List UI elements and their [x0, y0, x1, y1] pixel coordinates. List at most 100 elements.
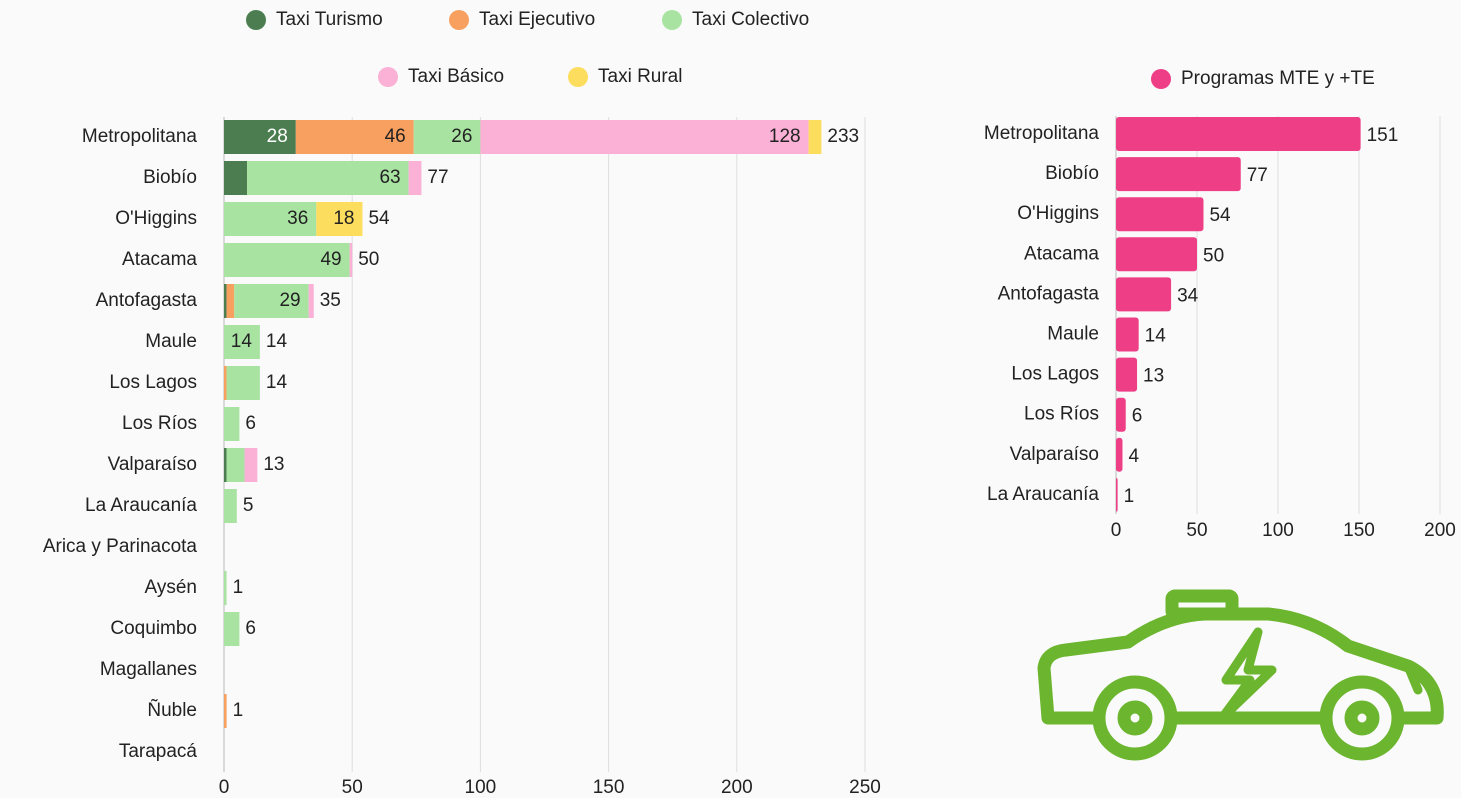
- x-tick-label: 150: [1343, 520, 1375, 541]
- bar-segment: [224, 448, 227, 482]
- legend-label: Taxi Colectivo: [692, 9, 809, 30]
- legend-label: Taxi Turismo: [276, 9, 383, 30]
- bar: [1116, 318, 1139, 352]
- total-label: 50: [358, 249, 379, 270]
- x-tick-label: 250: [849, 777, 881, 798]
- bar-segment: [245, 448, 258, 482]
- total-label: 13: [263, 454, 284, 475]
- legend-marker: [662, 10, 682, 30]
- segment-label: 49: [320, 249, 341, 270]
- total-label: 77: [427, 167, 448, 188]
- legend-marker: [568, 67, 588, 87]
- bar-segment: [227, 284, 235, 318]
- total-label: 14: [266, 372, 288, 393]
- value-label: 77: [1247, 165, 1268, 186]
- dashboard: 050100150200250Taxi TurismoTaxi Ejecutiv…: [0, 0, 1461, 798]
- y-tick-label: Antofagasta: [96, 290, 198, 311]
- total-label: 233: [827, 126, 859, 147]
- y-tick-label: Los Ríos: [1024, 404, 1099, 425]
- bar-segment: [809, 120, 822, 154]
- y-tick-label: Biobío: [143, 167, 197, 188]
- y-tick-label: Los Lagos: [109, 372, 197, 393]
- y-tick-label: La Araucanía: [987, 484, 1099, 505]
- x-tick-label: 0: [1111, 520, 1122, 541]
- total-label: 1: [233, 577, 244, 598]
- legend-label: Taxi Rural: [598, 66, 682, 87]
- total-label: 6: [245, 618, 256, 639]
- value-label: 1: [1124, 486, 1135, 507]
- segment-label: 29: [279, 290, 300, 311]
- bar: [1116, 438, 1122, 472]
- y-tick-label: O'Higgins: [1017, 203, 1099, 224]
- total-label: 1: [233, 700, 244, 721]
- segment-label: 14: [231, 331, 253, 352]
- y-tick-label: Ñuble: [147, 699, 197, 721]
- segment-label: 128: [769, 126, 801, 147]
- x-tick-label: 100: [465, 777, 497, 798]
- x-tick-label: 0: [219, 777, 230, 798]
- legend-label: Taxi Ejecutivo: [479, 9, 595, 30]
- legend-marker: [378, 67, 398, 87]
- bar-segment: [227, 366, 260, 400]
- value-label: 13: [1143, 366, 1164, 387]
- y-tick-label: Metropolitana: [82, 126, 198, 147]
- y-tick-label: Coquimbo: [110, 618, 197, 639]
- x-tick-label: 200: [1424, 520, 1456, 541]
- bar-segment: [224, 366, 227, 400]
- bar-segment: [224, 571, 227, 605]
- bar: [1116, 277, 1171, 311]
- value-label: 34: [1177, 285, 1199, 306]
- legend-marker: [449, 10, 469, 30]
- value-label: 14: [1145, 326, 1167, 347]
- bar-segment: [224, 161, 247, 195]
- y-tick-label: Valparaíso: [108, 454, 197, 475]
- y-tick-label: Metropolitana: [984, 123, 1100, 144]
- y-tick-label: Atacama: [1024, 243, 1099, 264]
- y-tick-label: Maule: [145, 331, 197, 352]
- x-tick-label: 100: [1262, 520, 1294, 541]
- segment-label: 36: [287, 208, 308, 229]
- bar-segment: [224, 694, 227, 728]
- bar-segment: [227, 448, 245, 482]
- y-tick-label: Biobío: [1045, 163, 1099, 184]
- y-tick-label: Atacama: [122, 249, 197, 270]
- legend-marker: [1151, 69, 1171, 89]
- bar: [1116, 478, 1118, 512]
- bar: [1116, 197, 1203, 231]
- value-label: 54: [1209, 205, 1231, 226]
- bar-segment: [224, 407, 239, 441]
- value-label: 6: [1132, 406, 1143, 427]
- page: 050100150200250Taxi TurismoTaxi Ejecutiv…: [0, 0, 1461, 798]
- value-label: 151: [1367, 125, 1399, 146]
- segment-label: 26: [451, 126, 472, 147]
- value-label: 4: [1128, 446, 1139, 467]
- bar: [1116, 237, 1197, 271]
- bar-segment: [224, 489, 237, 523]
- bar: [1116, 117, 1361, 151]
- total-label: 5: [243, 495, 254, 516]
- y-tick-label: La Araucanía: [85, 495, 197, 516]
- legend-label: Taxi Básico: [408, 66, 504, 87]
- y-tick-label: Los Lagos: [1011, 364, 1099, 385]
- y-tick-label: Maule: [1047, 324, 1099, 345]
- segment-label: 18: [333, 208, 354, 229]
- x-tick-label: 50: [1186, 520, 1207, 541]
- segment-label: 28: [267, 126, 288, 147]
- value-label: 50: [1203, 245, 1224, 266]
- bar-segment: [309, 284, 314, 318]
- y-tick-label: O'Higgins: [115, 208, 197, 229]
- x-tick-label: 150: [593, 777, 625, 798]
- bar-segment: [480, 120, 808, 154]
- total-label: 35: [320, 290, 341, 311]
- legend-label: Programas MTE y +TE: [1181, 68, 1375, 89]
- segment-label: 46: [385, 126, 406, 147]
- bar: [1116, 398, 1126, 432]
- bar-segment: [224, 612, 239, 646]
- y-tick-label: Aysén: [145, 577, 197, 598]
- bar-segment: [224, 284, 227, 318]
- total-label: 6: [245, 413, 256, 434]
- y-tick-label: Valparaíso: [1010, 444, 1099, 465]
- segment-label: 63: [379, 167, 400, 188]
- bar-segment: [350, 243, 353, 277]
- bar: [1116, 358, 1137, 392]
